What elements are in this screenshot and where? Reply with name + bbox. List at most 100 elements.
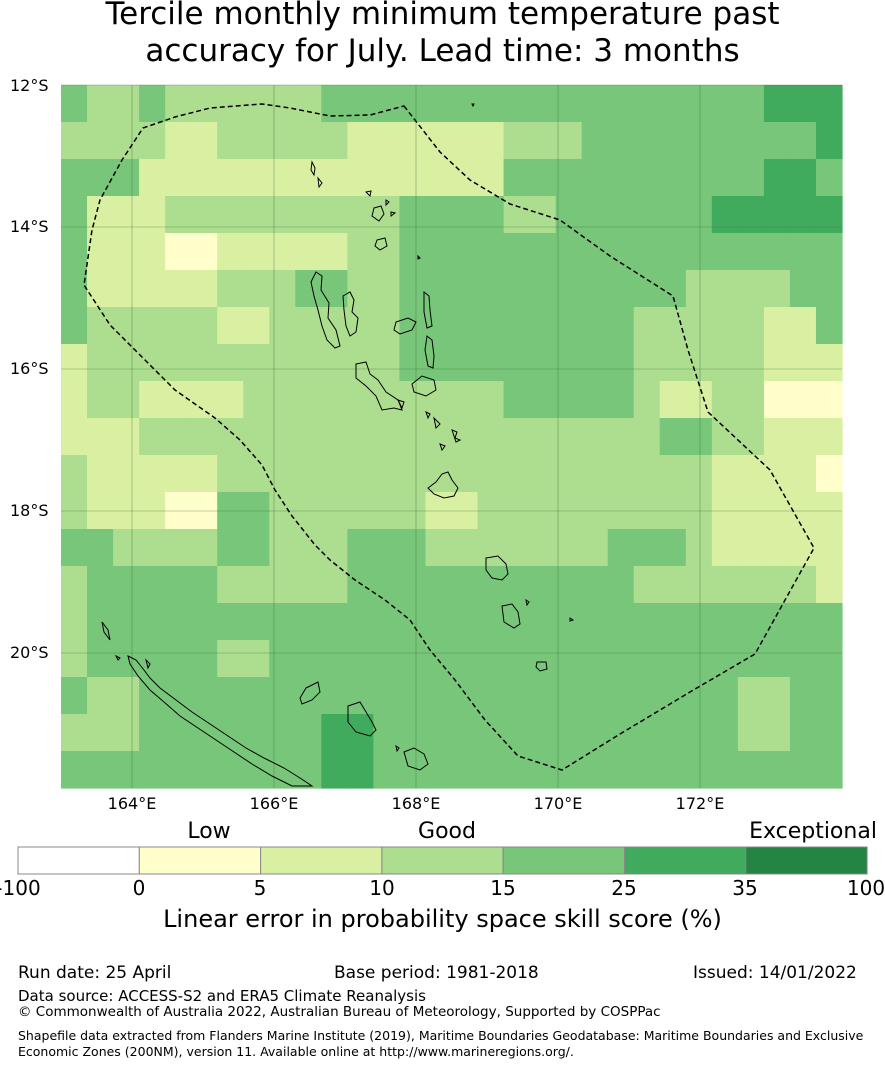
grid-cell bbox=[711, 233, 739, 271]
grid-cell bbox=[581, 233, 609, 271]
colorbar bbox=[17, 846, 868, 875]
island-shape bbox=[127, 655, 314, 787]
grid-cell bbox=[581, 751, 609, 789]
grid-cell bbox=[737, 159, 765, 197]
grid-cell bbox=[61, 455, 88, 493]
grid-cell bbox=[581, 455, 609, 493]
colorbar-segment bbox=[502, 846, 626, 875]
grid-cell bbox=[659, 196, 687, 234]
grid-cell bbox=[529, 566, 557, 604]
grid-cell bbox=[347, 751, 374, 789]
grid-cell bbox=[295, 714, 322, 752]
grid-cell bbox=[61, 196, 88, 234]
grid-cell bbox=[217, 455, 244, 493]
grid-cell bbox=[607, 233, 635, 271]
grid-cell bbox=[87, 196, 114, 234]
island-shape bbox=[342, 291, 359, 337]
grid-cell bbox=[269, 603, 296, 641]
grid-cell bbox=[633, 381, 661, 419]
grid-cell bbox=[165, 307, 192, 345]
grid-cell bbox=[243, 603, 270, 641]
grid-cell bbox=[607, 85, 635, 123]
grid-cell bbox=[217, 233, 244, 271]
grid-cell bbox=[165, 751, 192, 789]
grid-cell bbox=[113, 751, 140, 789]
grid-cell bbox=[503, 714, 531, 752]
grid-cell bbox=[789, 270, 817, 308]
grid-cell bbox=[87, 344, 114, 382]
grid-cell bbox=[217, 122, 244, 160]
map-title: Tercile monthly minimum temperature past… bbox=[0, 0, 885, 70]
grid-cell bbox=[477, 196, 505, 234]
grid-cell bbox=[399, 677, 427, 715]
grid-cell bbox=[139, 159, 166, 197]
grid-cell bbox=[373, 640, 401, 678]
grid-cell bbox=[425, 344, 453, 382]
grid-cell bbox=[737, 270, 765, 308]
island-shape bbox=[451, 429, 462, 443]
lat-label-16s: 16°S bbox=[10, 359, 49, 378]
island-shape bbox=[427, 471, 459, 499]
grid-cell bbox=[529, 122, 557, 160]
grid-cell bbox=[425, 122, 453, 160]
grid-cell bbox=[425, 751, 453, 789]
grid-cell bbox=[451, 529, 479, 567]
grid-cell bbox=[607, 566, 635, 604]
grid-cell bbox=[451, 714, 479, 752]
grid-cell bbox=[503, 344, 531, 382]
grid-cell bbox=[607, 270, 635, 308]
run-date: Run date: 25 April bbox=[18, 963, 172, 983]
island-shape bbox=[390, 211, 397, 217]
grid-cell bbox=[321, 85, 348, 123]
grid-cell bbox=[139, 603, 166, 641]
grid-cell bbox=[87, 381, 114, 419]
grid-cell bbox=[529, 640, 557, 678]
grid-cell bbox=[113, 159, 140, 197]
colorbar-tick: 0 bbox=[132, 876, 146, 900]
grid-cell bbox=[451, 270, 479, 308]
grid-cell bbox=[763, 751, 791, 789]
grid-cell bbox=[685, 751, 713, 789]
grid-cell bbox=[815, 233, 843, 271]
grid-cell bbox=[425, 233, 453, 271]
grid-cell bbox=[165, 640, 192, 678]
grid-cell bbox=[269, 85, 296, 123]
grid-cell bbox=[191, 344, 218, 382]
grid-cell bbox=[763, 122, 791, 160]
grid-cell bbox=[815, 418, 843, 456]
grid-cell bbox=[815, 714, 843, 752]
grid-cell bbox=[633, 418, 661, 456]
grid-cell bbox=[373, 270, 401, 308]
grid-cell bbox=[243, 529, 270, 567]
grid-cell bbox=[191, 85, 218, 123]
grid-cell bbox=[425, 640, 453, 678]
grid-cell bbox=[763, 603, 791, 641]
grid-cell bbox=[815, 603, 843, 641]
grid-cell bbox=[399, 270, 427, 308]
grid-cell bbox=[451, 418, 479, 456]
grid-cell bbox=[425, 159, 453, 197]
grid-cell bbox=[87, 751, 114, 789]
island-shape bbox=[371, 205, 385, 222]
grid-cell bbox=[529, 529, 557, 567]
grid-cell bbox=[399, 418, 427, 456]
grid-cell bbox=[711, 677, 739, 715]
grid-cell bbox=[581, 196, 609, 234]
grid-cell bbox=[295, 122, 322, 160]
grid-cell bbox=[347, 418, 374, 456]
grid-cell bbox=[633, 529, 661, 567]
grid-cell bbox=[399, 307, 427, 345]
grid-cell bbox=[659, 603, 687, 641]
grid-cell bbox=[815, 344, 843, 382]
grid-cell bbox=[243, 159, 270, 197]
island-shape bbox=[535, 661, 548, 672]
grid-cell bbox=[815, 85, 843, 123]
grid-cell bbox=[763, 381, 791, 419]
grid-cell bbox=[61, 677, 88, 715]
grid-cell bbox=[555, 455, 583, 493]
grid-cell bbox=[321, 122, 348, 160]
grid-cell bbox=[399, 344, 427, 382]
grid-cell bbox=[529, 751, 557, 789]
grid-cell bbox=[763, 85, 791, 123]
colorbar-tick: 5 bbox=[253, 876, 267, 900]
